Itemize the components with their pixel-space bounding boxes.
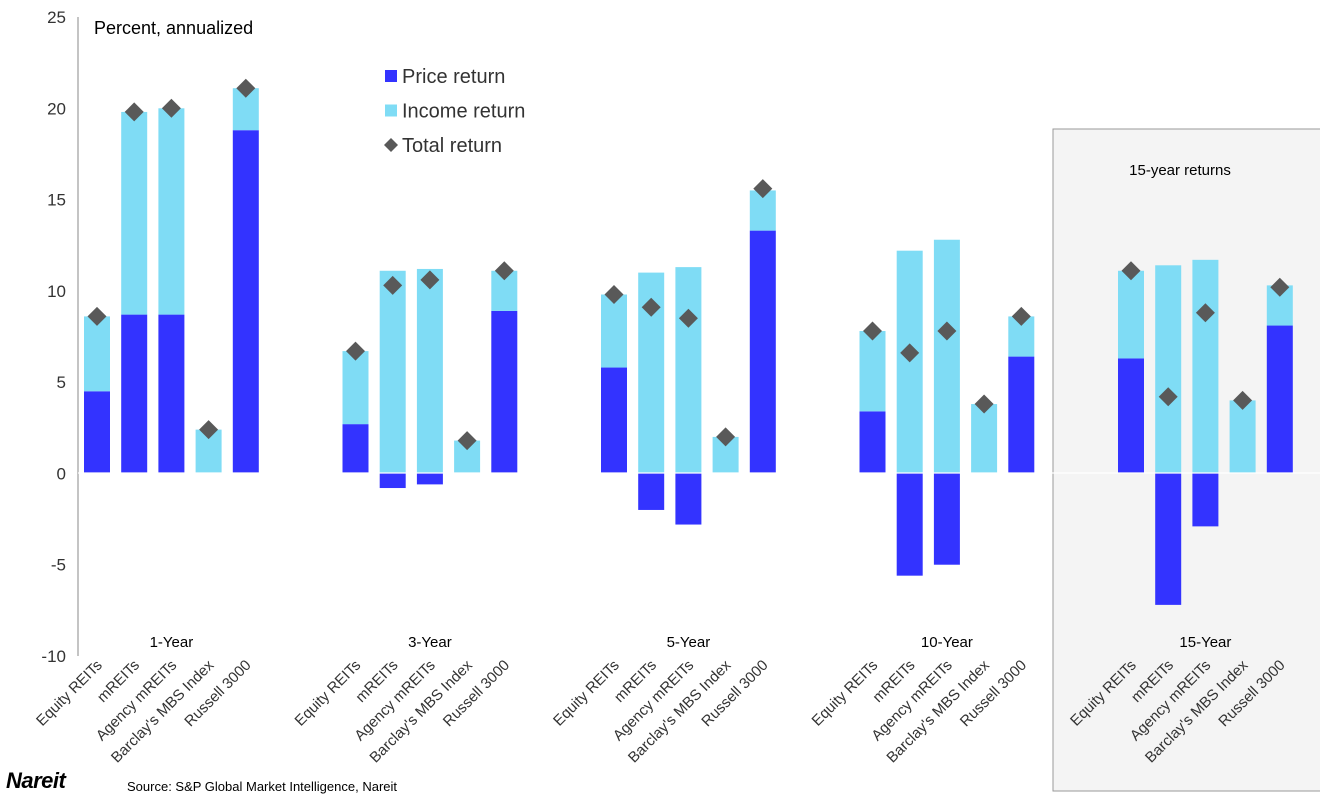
marker-total-russell-3000 — [1011, 306, 1031, 326]
legend-swatch-total-return — [384, 138, 398, 152]
bar-income-barclay-s-mbs-index — [1229, 400, 1256, 474]
legend-label-price-return: Price return — [402, 66, 505, 88]
bar-income-mreits — [1155, 265, 1182, 474]
bar-price-mreits — [1155, 473, 1182, 605]
bar-price-mreits — [121, 314, 148, 474]
bar-price-equity-reits — [1118, 358, 1144, 474]
y-tick-label: 0 — [57, 464, 66, 483]
marker-total-russell-3000 — [494, 261, 514, 281]
bar-price-agency-mreits — [933, 473, 960, 565]
marker-total-barclay-s-mbs-index — [199, 420, 219, 440]
legend-label-income-return: Income return — [402, 101, 525, 123]
bar-price-russell-3000 — [491, 310, 518, 474]
marker-total-agency-mreits — [937, 321, 957, 341]
bar-income-agency-mreits — [158, 108, 185, 315]
marker-total-russell-3000 — [1270, 277, 1290, 297]
bar-income-barclay-s-mbs-index — [971, 404, 998, 474]
marker-total-equity-reits — [346, 341, 365, 361]
marker-total-barclay-s-mbs-index — [716, 427, 736, 447]
y-tick-label: 15 — [47, 191, 66, 210]
source-note: Source: S&P Global Market Intelligence, … — [127, 779, 398, 794]
marker-total-mreits — [900, 343, 920, 363]
marker-total-agency-mreits — [420, 270, 440, 290]
y-tick-label: 25 — [47, 8, 66, 27]
y-tick-label: -10 — [41, 647, 66, 666]
marker-total-equity-reits — [1121, 261, 1141, 281]
units-label: Percent, annualized — [94, 18, 253, 38]
bar-income-agency-mreits — [1192, 259, 1219, 474]
bar-price-agency-mreits — [158, 314, 185, 474]
highlight-box-title: 15-year returns — [1129, 162, 1231, 179]
bar-price-mreits — [896, 473, 923, 576]
marker-total-equity-reits — [604, 285, 624, 305]
marker-total-barclay-s-mbs-index — [1233, 390, 1253, 410]
marker-total-russell-3000 — [236, 78, 256, 98]
bar-income-mreits — [121, 111, 148, 315]
marker-total-mreits — [641, 297, 661, 317]
y-tick-label: 10 — [47, 282, 66, 301]
y-tick-label: 5 — [57, 373, 66, 392]
group-label-15-year: 15-Year — [1179, 634, 1231, 651]
bar-price-russell-3000 — [232, 130, 259, 474]
marker-total-mreits — [124, 102, 144, 122]
bar-price-equity-reits — [859, 411, 886, 474]
bars — [84, 88, 1293, 605]
bar-price-russell-3000 — [1266, 325, 1293, 474]
bar-income-equity-reits — [84, 316, 110, 392]
y-tick-label: -5 — [51, 556, 66, 575]
bar-price-russell-3000 — [1008, 356, 1035, 474]
bar-price-equity-reits — [601, 367, 627, 474]
marker-total-barclay-s-mbs-index — [457, 431, 477, 451]
bar-income-agency-mreits — [933, 239, 960, 474]
bar-income-mreits — [379, 270, 406, 474]
group-label-3-year: 3-Year — [408, 634, 452, 651]
bar-price-equity-reits — [342, 424, 369, 474]
bar-price-mreits — [379, 473, 406, 489]
bar-income-equity-reits — [859, 331, 886, 412]
bar-price-equity-reits — [84, 391, 110, 474]
bar-income-equity-reits — [1118, 270, 1144, 359]
bar-income-equity-reits — [601, 294, 627, 368]
bar-income-equity-reits — [342, 351, 369, 425]
legend-swatch-price-return — [385, 70, 397, 82]
marker-total-agency-mreits — [1195, 303, 1215, 323]
marker-total-agency-mreits — [678, 308, 698, 328]
marker-total-russell-3000 — [753, 179, 773, 199]
bar-price-agency-mreits — [675, 473, 702, 525]
legend: Price return Income return Total return — [384, 66, 525, 157]
bar-price-agency-mreits — [416, 473, 443, 485]
y-axis-ticks: -10 -5 0 5 10 15 20 25 — [41, 8, 66, 666]
bar-income-agency-mreits — [416, 268, 443, 474]
bar-price-mreits — [638, 473, 665, 510]
total-return-markers — [87, 78, 1290, 451]
marker-total-equity-reits — [87, 306, 107, 326]
bar-price-russell-3000 — [749, 230, 776, 474]
group-label-1-year: 1-Year — [150, 634, 194, 651]
legend-swatch-income-return — [385, 104, 397, 117]
marker-total-mreits — [383, 275, 403, 295]
group-label-10-year: 10-Year — [921, 634, 973, 651]
group-label-5-year: 5-Year — [667, 634, 711, 651]
marker-total-equity-reits — [863, 321, 882, 341]
marker-total-mreits — [1158, 387, 1178, 407]
bar-price-agency-mreits — [1192, 473, 1219, 527]
nareit-logo: Nareit — [6, 768, 66, 793]
legend-label-total-return: Total return — [402, 135, 502, 157]
bar-income-agency-mreits — [675, 267, 702, 474]
marker-total-agency-mreits — [161, 98, 181, 118]
y-tick-label: 20 — [47, 99, 66, 118]
group-labels: 1-Year 3-Year 5-Year 10-Year 15-Year — [150, 634, 1232, 651]
marker-total-barclay-s-mbs-index — [974, 394, 994, 414]
